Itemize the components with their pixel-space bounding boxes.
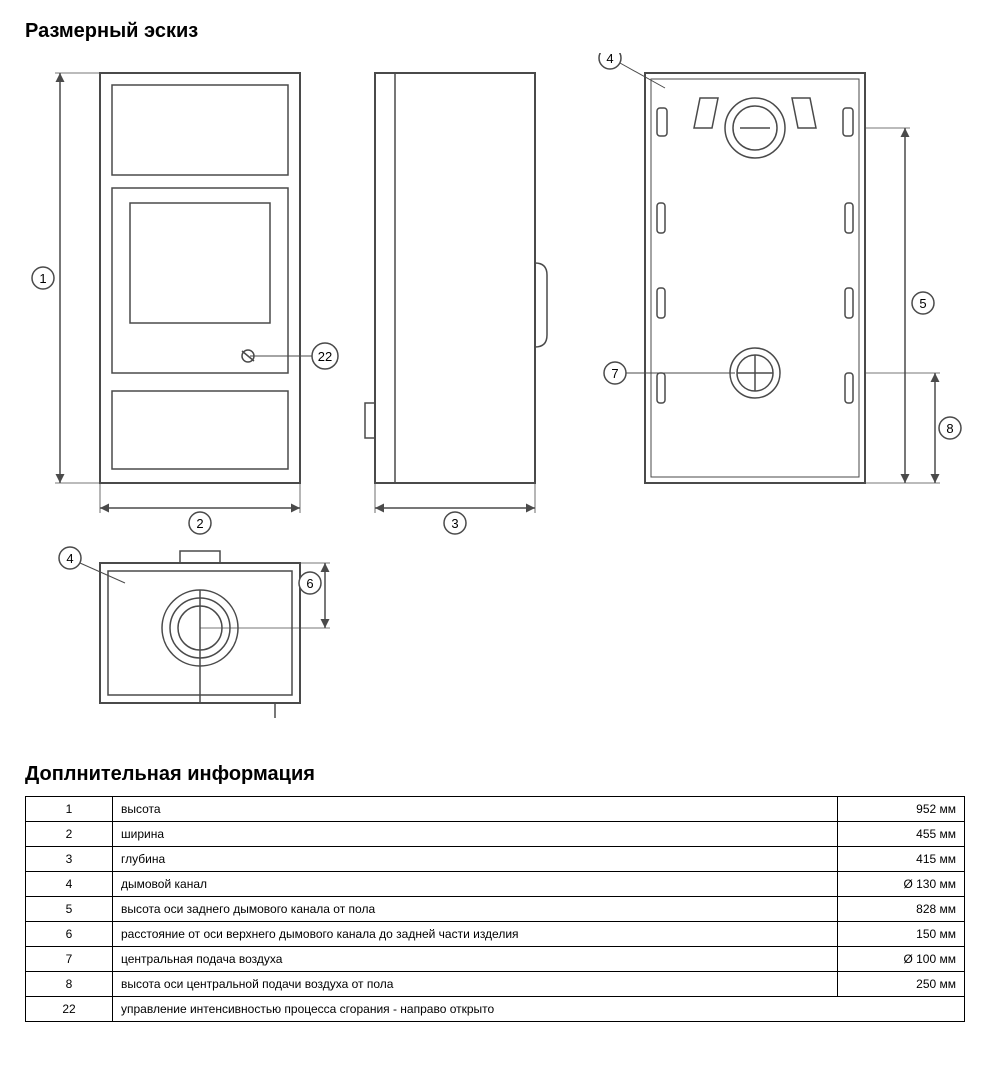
- row-description: управление интенсивностью процесса сгора…: [113, 997, 965, 1022]
- row-description: центральная подача воздуха: [113, 947, 838, 972]
- callout-8: 8: [946, 421, 953, 436]
- callout-6: 6: [306, 576, 313, 591]
- callout-4-rear: 4: [606, 53, 613, 66]
- row-description: дымовой канал: [113, 872, 838, 897]
- row-number: 4: [26, 872, 113, 897]
- row-description: высота оси заднего дымового канала от по…: [113, 897, 838, 922]
- table-row: 8высота оси центральной подачи воздуха о…: [26, 972, 965, 997]
- row-value: 250 мм: [838, 972, 965, 997]
- row-value: 415 мм: [838, 847, 965, 872]
- callout-3: 3: [451, 516, 458, 531]
- table-row: 4дымовой каналØ 130 мм: [26, 872, 965, 897]
- row-value: Ø 130 мм: [838, 872, 965, 897]
- dimension-diagram: 1 2 22 3: [25, 53, 965, 733]
- table-row: 22управление интенсивностью процесса сго…: [26, 997, 965, 1022]
- table-row: 2ширина455 мм: [26, 822, 965, 847]
- row-description: высота оси центральной подачи воздуха от…: [113, 972, 838, 997]
- row-number: 6: [26, 922, 113, 947]
- row-value: Ø 100 мм: [838, 947, 965, 972]
- callout-1: 1: [39, 271, 46, 286]
- row-description: ширина: [113, 822, 838, 847]
- row-description: глубина: [113, 847, 838, 872]
- row-number: 5: [26, 897, 113, 922]
- row-description: высота: [113, 797, 838, 822]
- callout-4-top: 4: [66, 551, 73, 566]
- row-number: 8: [26, 972, 113, 997]
- row-value: 952 мм: [838, 797, 965, 822]
- row-number: 3: [26, 847, 113, 872]
- table-row: 7центральная подача воздухаØ 100 мм: [26, 947, 965, 972]
- callout-22: 22: [318, 349, 332, 364]
- callout-5: 5: [919, 296, 926, 311]
- table-row: 6расстояние от оси верхнего дымового кан…: [26, 922, 965, 947]
- callout-7: 7: [611, 366, 618, 381]
- row-number: 1: [26, 797, 113, 822]
- dimensions-table: 1высота952 мм2ширина455 мм3глубина415 мм…: [25, 796, 965, 1022]
- row-description: расстояние от оси верхнего дымового кана…: [113, 922, 838, 947]
- table-row: 1высота952 мм: [26, 797, 965, 822]
- table-row: 5высота оси заднего дымового канала от п…: [26, 897, 965, 922]
- row-number: 2: [26, 822, 113, 847]
- row-number: 22: [26, 997, 113, 1022]
- row-value: 150 мм: [838, 922, 965, 947]
- heading-dimension-sketch: Размерный эскиз: [25, 20, 975, 43]
- row-value: 828 мм: [838, 897, 965, 922]
- callout-2: 2: [196, 516, 203, 531]
- row-number: 7: [26, 947, 113, 972]
- heading-additional-info: Доплнительная информация: [25, 763, 975, 786]
- row-value: 455 мм: [838, 822, 965, 847]
- table-row: 3глубина415 мм: [26, 847, 965, 872]
